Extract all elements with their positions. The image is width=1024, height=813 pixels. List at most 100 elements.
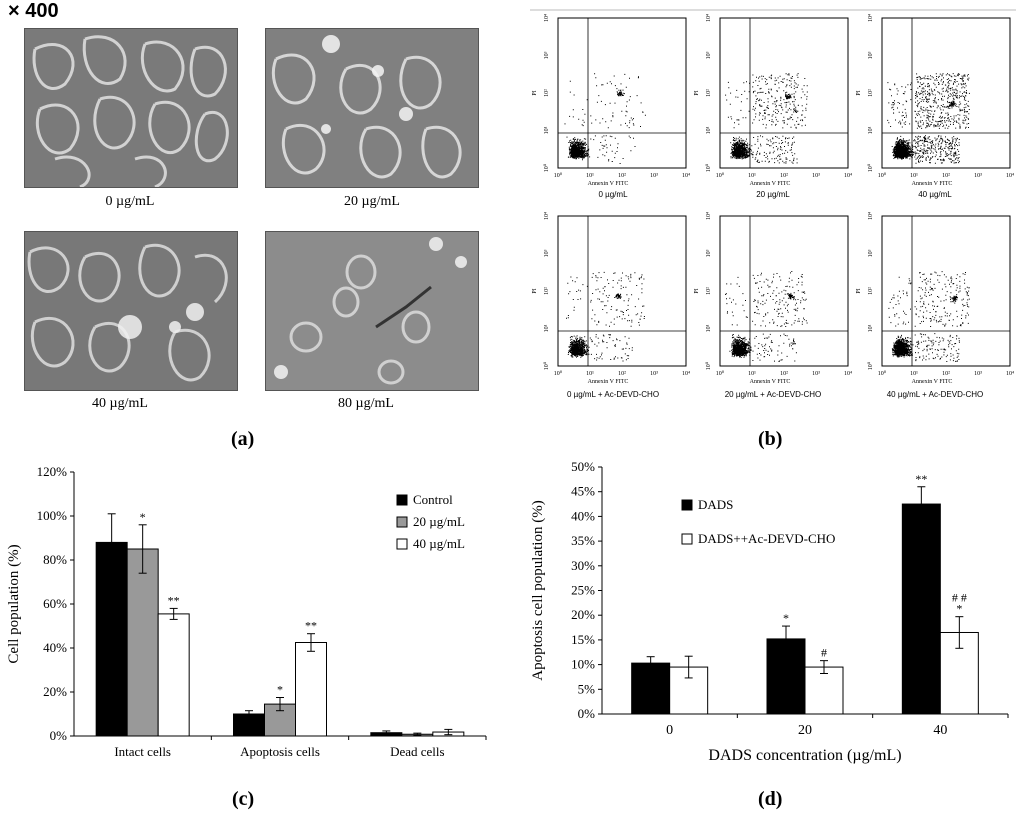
flow-ytick: 10⁴ xyxy=(868,212,874,220)
micrograph-0-image xyxy=(25,29,237,187)
flow-ytick: 10² xyxy=(544,89,550,97)
flow-x-axis-label: Annexin V FITC xyxy=(912,379,953,385)
flow-xtick: 10¹ xyxy=(748,173,756,179)
flow-xtick: 10² xyxy=(780,371,788,377)
flow-xtick: 10¹ xyxy=(910,173,918,179)
y-tick-label: 25% xyxy=(571,583,595,598)
flow-plot-3: 10⁰ 10⁰ 10¹ 10¹ 10² 10² 10³ 10³ 10⁴ 10⁴ PI Annexin … xyxy=(532,212,690,385)
flow-ytick: 10⁰ xyxy=(543,163,550,172)
flow-xtick: 10⁰ xyxy=(554,172,563,179)
flow-x-axis-label: Annexin V FITC xyxy=(750,181,791,187)
flow-x-axis-label: Annexin V FITC xyxy=(588,181,629,187)
flow-ytick: 10¹ xyxy=(544,126,550,134)
flow-xtick: 10¹ xyxy=(586,371,594,377)
flow-xtick: 10⁰ xyxy=(716,172,725,179)
flow-ytick: 10¹ xyxy=(868,324,874,332)
flow-xtick: 10⁰ xyxy=(878,172,887,179)
x-axis-title: DADS concentration (µg/mL) xyxy=(708,747,901,764)
significance-mark: ** xyxy=(915,472,927,486)
y-tick-label: 0% xyxy=(50,728,68,743)
y-tick-label: 45% xyxy=(571,484,595,499)
flow-dots xyxy=(887,73,970,164)
flow-y-axis-label: PI xyxy=(694,90,700,95)
flow-xtick: 10³ xyxy=(650,371,658,377)
flow-dots xyxy=(564,73,646,164)
x-tick-label: 40 xyxy=(933,723,947,738)
magnification-label: × 400 xyxy=(8,0,59,22)
y-tick-label: 20% xyxy=(43,684,67,699)
flow-xtick: 10⁴ xyxy=(844,371,852,377)
x-tick-label: 0 xyxy=(666,723,673,738)
panel-c-label: (c) xyxy=(232,788,255,810)
flow-ytick: 10⁰ xyxy=(867,361,874,370)
y-tick-label: 20% xyxy=(571,607,595,622)
bar xyxy=(295,642,327,737)
flow-xtick: 10² xyxy=(618,371,626,377)
flow-plot-1: 10⁰ 10⁰ 10¹ 10¹ 10² 10² 10³ 10³ 10⁴ 10⁴ PI Annexin … xyxy=(694,14,852,187)
flow-xtick: 10⁴ xyxy=(682,173,690,179)
y-tick-label: 60% xyxy=(43,596,67,611)
flow-caption-3: 0 µg/mL + Ac-DEVD-CHO xyxy=(566,390,660,399)
micrograph-80-image xyxy=(266,232,478,390)
flow-xtick: 10¹ xyxy=(910,371,918,377)
legend-swatch xyxy=(396,494,408,506)
flow-xtick: 10² xyxy=(618,173,626,179)
flow-ytick: 10⁰ xyxy=(543,361,550,370)
flow-ytick: 10⁰ xyxy=(705,163,712,172)
flow-x-axis-label: Annexin V FITC xyxy=(912,181,953,187)
flow-xtick: 10⁰ xyxy=(878,370,887,377)
micrograph-20-image xyxy=(266,29,478,187)
y-tick-label: 0% xyxy=(578,706,596,721)
chart-c: 0% 20% 40% 60% 80% 100% 120% Cell population (%… xyxy=(6,464,487,759)
flow-ytick: 10³ xyxy=(544,249,550,257)
panel-b-label: (b) xyxy=(758,428,783,450)
legend-swatch xyxy=(681,499,693,511)
significance-mark: ** xyxy=(168,593,180,607)
flow-ytick: 10³ xyxy=(706,51,712,59)
y-tick-label: 35% xyxy=(571,533,595,548)
y-tick-label: 30% xyxy=(571,558,595,573)
flow-x-axis-label: Annexin V FITC xyxy=(750,379,791,385)
flow-dots xyxy=(725,73,808,164)
y-tick-label: 120% xyxy=(37,464,68,479)
micrograph-40 xyxy=(24,231,238,391)
x-tick-label: Dead cells xyxy=(390,744,445,759)
flow-y-axis-label: PI xyxy=(532,288,538,293)
y-axis-title: Apoptosis cell population (%) xyxy=(530,500,546,680)
flow-ytick: 10¹ xyxy=(544,324,550,332)
legend-swatch xyxy=(681,533,693,545)
bar xyxy=(804,666,844,715)
chart-d: 0% 5% 10% 15% 20% 25% 30% 35% 40% 45% 50% Apoptosis… xyxy=(530,459,1009,764)
flow-xtick: 10² xyxy=(942,173,950,179)
flow-ytick: 10³ xyxy=(868,249,874,257)
micrograph-0-caption: 0 µg/mL xyxy=(105,194,155,209)
flow-ytick: 10⁰ xyxy=(867,163,874,172)
significance-mark: # # xyxy=(952,591,967,605)
bar xyxy=(157,613,190,737)
flow-plot-5: 10⁰ 10⁰ 10¹ 10¹ 10² 10² 10³ 10³ 10⁴ 10⁴ PI Annexin … xyxy=(856,212,1014,385)
micrograph-80-caption: 80 µg/mL xyxy=(338,396,394,411)
flow-plot-4: 10⁰ 10⁰ 10¹ 10¹ 10² 10² 10³ 10³ 10⁴ 10⁴ PI Annexin … xyxy=(694,212,852,385)
flow-ytick: 10⁴ xyxy=(706,212,712,220)
flow-xtick: 10³ xyxy=(650,173,658,179)
bar xyxy=(126,548,159,737)
legend-swatch xyxy=(396,516,408,528)
y-axis-title: Cell population (%) xyxy=(6,544,22,663)
legend-label: 20 µg/mL xyxy=(413,514,465,529)
significance-mark: * xyxy=(783,611,789,625)
y-tick-label: 80% xyxy=(43,552,67,567)
micrograph-40-image xyxy=(25,232,237,390)
flow-caption-5: 40 µg/mL + Ac-DEVD-CHO xyxy=(886,390,984,399)
flow-ytick: 10⁴ xyxy=(868,14,874,22)
flow-ytick: 10⁰ xyxy=(705,361,712,370)
flow-ytick: 10³ xyxy=(868,51,874,59)
flow-x-axis-label: Annexin V FITC xyxy=(588,379,629,385)
y-tick-label: 50% xyxy=(571,459,595,474)
flow-ytick: 10⁴ xyxy=(544,212,550,220)
flow-caption-2: 40 µg/mL xyxy=(918,190,952,199)
y-tick-label: 100% xyxy=(37,508,68,523)
flow-ytick: 10⁴ xyxy=(706,14,712,22)
flow-ytick: 10¹ xyxy=(706,126,712,134)
micrograph-0 xyxy=(24,28,238,188)
flow-xtick: 10¹ xyxy=(586,173,594,179)
